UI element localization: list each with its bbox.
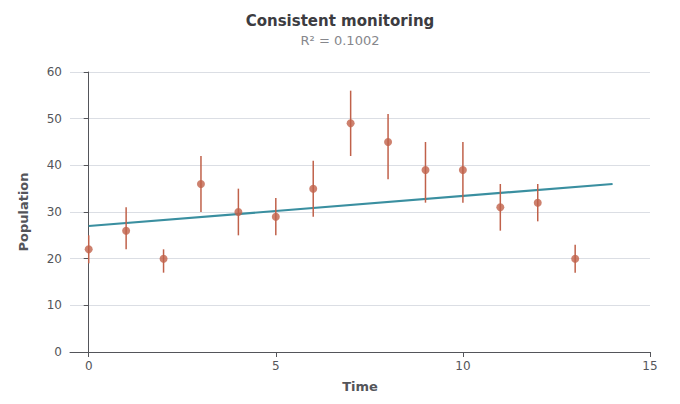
svg-text:30: 30: [47, 205, 62, 219]
svg-text:R² = 0.1002: R² = 0.1002: [301, 33, 380, 48]
svg-text:50: 50: [47, 112, 62, 126]
svg-text:Consistent monitoring: Consistent monitoring: [246, 12, 435, 30]
svg-text:0: 0: [85, 359, 93, 373]
svg-text:60: 60: [47, 65, 62, 79]
svg-text:40: 40: [47, 158, 62, 172]
svg-text:Population: Population: [16, 172, 31, 251]
svg-text:10: 10: [455, 359, 470, 373]
svg-text:10: 10: [47, 298, 62, 312]
svg-text:15: 15: [642, 359, 657, 373]
svg-text:20: 20: [47, 252, 62, 266]
svg-text:0: 0: [54, 345, 62, 359]
svg-text:5: 5: [272, 359, 280, 373]
svg-text:Time: Time: [342, 379, 378, 394]
